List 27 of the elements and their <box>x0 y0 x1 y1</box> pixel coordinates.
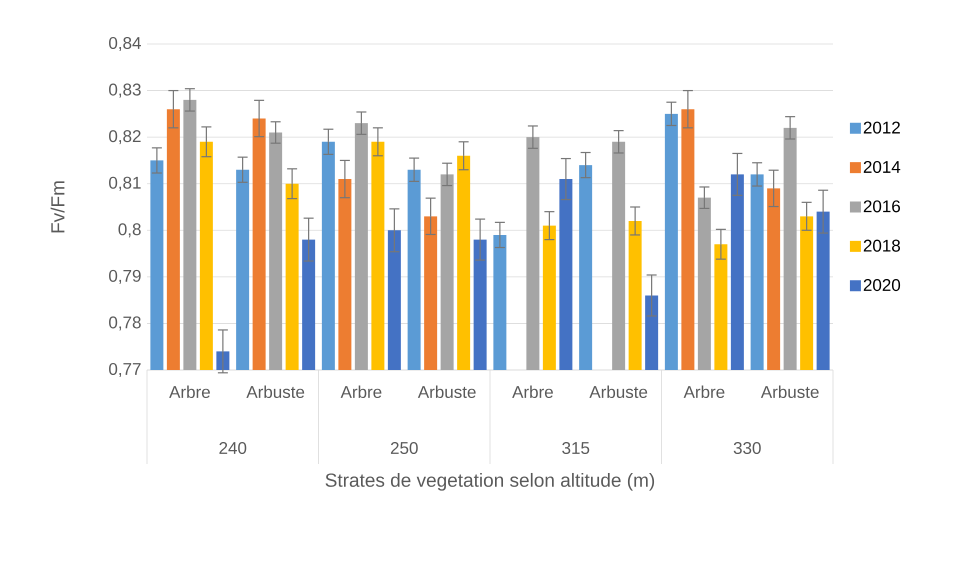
y-tick-label: 0,77 <box>109 362 141 378</box>
legend-label: 2014 <box>864 160 900 173</box>
y-tick-label: 0,82 <box>109 130 141 144</box>
y-tick-label: 0,78 <box>109 316 141 330</box>
text: 250 <box>390 442 418 454</box>
legend-label: 2018 <box>864 240 900 252</box>
y-tick-label: 0,81 <box>109 176 141 191</box>
y-axis-title: Fv/Fm <box>50 181 65 232</box>
y-tick-label: 0,83 <box>109 84 141 98</box>
legend-label: 2016 <box>864 200 900 212</box>
y-tick-label: 0,79 <box>109 270 141 284</box>
y-tick-label: 0,8 <box>118 223 141 238</box>
y-tick-label: 0,84 <box>109 36 141 52</box>
x-tick-label: Arbuste <box>246 386 304 398</box>
x-tick-label: Arbuste <box>418 386 476 398</box>
x-tick-label: Arbre <box>340 386 382 398</box>
legend-label: 2012 <box>864 122 900 134</box>
text: 240 <box>219 442 246 454</box>
x-tick-label: Arbre <box>684 386 724 398</box>
x-tick-label: Arbre <box>169 386 210 398</box>
text: 330 <box>734 442 761 454</box>
x-tick-label: Arbuste <box>589 386 648 398</box>
x-tick-label: Arbuste <box>760 386 819 398</box>
text: 315 <box>562 442 590 454</box>
legend-label: 2020 <box>864 279 900 292</box>
x-axis-title: Strates de vegetation selon altitude (m) <box>326 472 654 491</box>
x-tick-label: Arbre <box>512 386 553 398</box>
